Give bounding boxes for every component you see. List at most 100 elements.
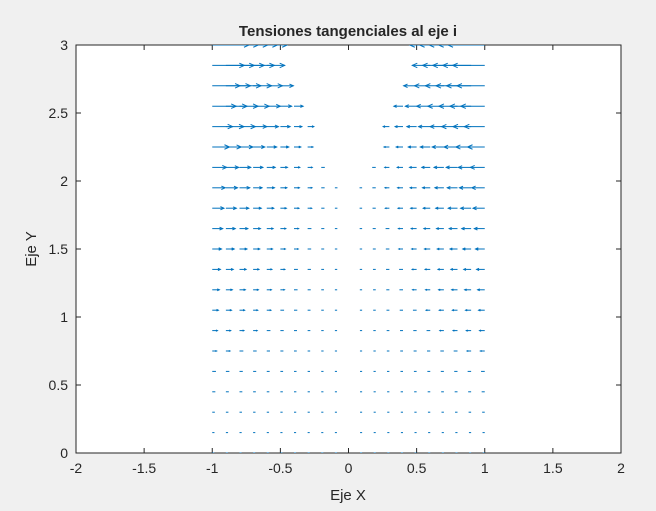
vector-arrow: [382, 145, 390, 149]
vector-arrow: [463, 288, 472, 292]
vector-arrow: [266, 165, 277, 169]
vector-arrow: [463, 123, 485, 130]
vector-arrow: [225, 267, 235, 271]
vector-arrow: [253, 329, 259, 332]
vector-arrow: [266, 186, 276, 190]
vector-arrow: [212, 329, 219, 332]
vector-arrow: [253, 288, 260, 291]
vector-arrow: [420, 165, 431, 169]
vector-arrow: [225, 226, 237, 231]
vector-arrow: [436, 247, 444, 251]
vector-arrow: [393, 125, 403, 129]
vector-arrow: [433, 186, 444, 190]
vector-arrow: [280, 124, 292, 129]
vector-arrow: [266, 288, 273, 291]
vector-arrow: [423, 247, 431, 251]
vector-arrow: [446, 185, 458, 190]
vector-arrow: [430, 144, 444, 150]
vector-arrow: [239, 247, 249, 251]
vector-arrow: [449, 268, 458, 271]
vector-arrow: [465, 349, 472, 353]
vector-arrow: [266, 247, 274, 251]
vector-arrow: [266, 206, 275, 210]
vector-arrow: [280, 165, 289, 169]
vector-arrow: [476, 288, 485, 292]
vector-arrow: [446, 45, 485, 48]
vector-arrow: [239, 206, 250, 210]
vector-arrow: [225, 308, 233, 312]
vector-arrow: [470, 185, 485, 191]
vector-arrow: [428, 45, 458, 48]
vector-arrow: [474, 247, 485, 251]
vector-arrow: [407, 145, 417, 149]
vector-arrow: [438, 329, 444, 332]
vector-arrow: [408, 45, 431, 48]
vector-arrow: [307, 186, 314, 189]
vector-arrow: [239, 45, 269, 48]
vector-arrow: [451, 329, 458, 332]
vector-arrow: [395, 166, 403, 169]
vector-arrow: [266, 268, 274, 271]
vector-arrow: [461, 247, 472, 251]
chart-title: Tensiones tangenciales al eje i: [239, 23, 457, 40]
vector-arrow: [239, 309, 246, 312]
vector-arrow: [459, 206, 472, 211]
vector-arrow: [225, 247, 236, 251]
plot-area: [75, 44, 622, 454]
vector-arrow: [280, 206, 288, 210]
vector-arrow: [409, 227, 417, 230]
vector-arrow: [239, 185, 251, 190]
vector-arrow: [464, 308, 472, 312]
y-tick-label: 1.5: [49, 241, 69, 257]
vector-arrow: [239, 227, 250, 231]
vector-arrow: [438, 309, 444, 312]
vector-arrow: [419, 145, 431, 149]
vector-arrow: [294, 186, 301, 189]
vector-arrow: [459, 103, 485, 109]
x-tick-label: -2: [70, 460, 83, 476]
y-tick-label: 2: [60, 173, 68, 189]
vector-arrow: [239, 268, 248, 271]
vector-arrow: [212, 206, 226, 211]
x-tick-label: -1: [206, 460, 219, 476]
vector-arrow: [294, 166, 302, 169]
vector-arrow: [436, 268, 444, 271]
vector-arrow: [253, 206, 263, 210]
vector-arrow: [445, 165, 458, 170]
vector-arrow: [225, 165, 240, 170]
vector-arrow: [294, 145, 303, 149]
vector-arrow: [280, 227, 288, 230]
vector-arrow: [225, 349, 232, 353]
y-tick-label: 0.5: [49, 377, 69, 393]
vector-arrow: [212, 267, 222, 271]
vector-arrow: [280, 145, 290, 149]
vector-arrow: [469, 165, 485, 170]
x-axis-label: Eje X: [330, 487, 366, 504]
vector-arrow: [417, 124, 431, 129]
vector-arrow: [457, 165, 472, 170]
vector-arrow: [465, 329, 472, 332]
vector-arrow: [397, 227, 403, 230]
vector-arrow: [253, 45, 279, 48]
vector-arrow: [225, 206, 238, 211]
vector-arrow: [253, 186, 264, 190]
vector-arrow: [212, 349, 218, 353]
vector-arrow: [212, 185, 227, 191]
vector-arrow: [421, 186, 431, 190]
vector-arrow: [478, 329, 485, 332]
vector-arrow: [397, 247, 403, 251]
vector-arrow: [307, 207, 313, 210]
vector-arrow: [392, 104, 403, 108]
x-tick-label: 1.5: [543, 460, 563, 476]
vector-arrow: [447, 227, 458, 231]
vector-arrow: [411, 288, 417, 291]
vector-arrow: [475, 267, 485, 271]
vector-arrow: [422, 206, 431, 210]
vector-arrow: [434, 206, 444, 210]
vector-arrow: [239, 288, 247, 292]
vector-arrow: [212, 288, 221, 292]
vector-arrow: [280, 186, 289, 190]
vector-arrow: [437, 45, 472, 48]
vector-arrow: [253, 247, 261, 251]
